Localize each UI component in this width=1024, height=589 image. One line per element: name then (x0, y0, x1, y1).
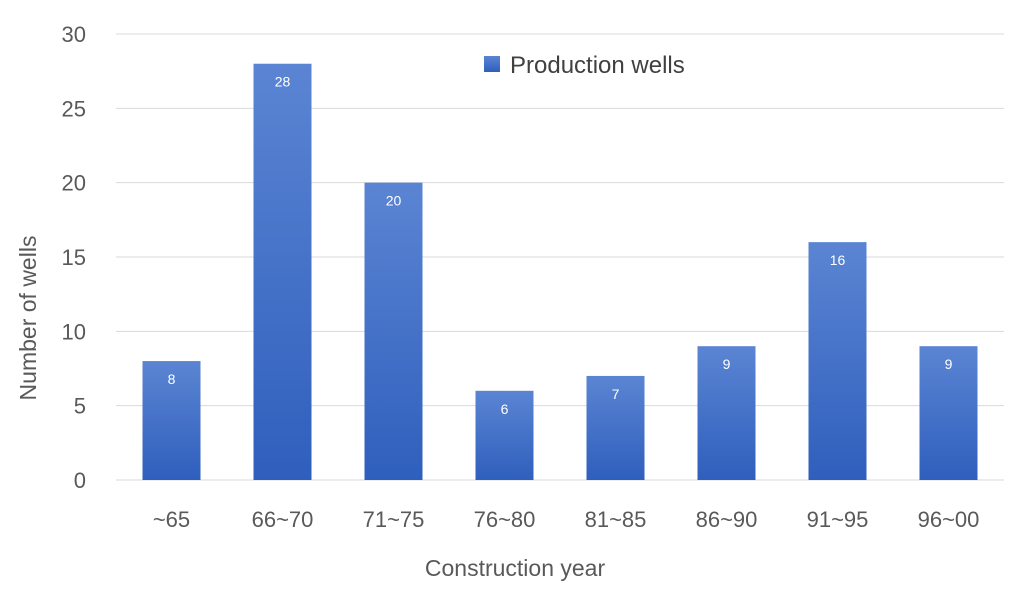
bar (586, 375, 645, 480)
data-label: 20 (386, 193, 402, 209)
data-label: 7 (612, 386, 620, 402)
y-tick-label: 15 (62, 245, 86, 270)
y-tick-label: 20 (62, 171, 86, 196)
x-tick-label: 96~00 (918, 507, 980, 532)
x-axis-title: Construction year (425, 555, 606, 581)
legend-label: Production wells (510, 52, 685, 79)
legend: Production wells (484, 52, 685, 79)
data-label: 8 (168, 371, 176, 387)
data-label: 9 (945, 356, 953, 372)
y-axis-title: Number of wells (15, 236, 41, 401)
x-tick-label: 81~85 (585, 507, 647, 532)
data-label: 28 (275, 74, 291, 90)
data-label: 16 (830, 252, 846, 268)
data-label: 6 (501, 401, 509, 417)
x-tick-label: 71~75 (363, 507, 425, 532)
bar (697, 346, 756, 480)
legend-swatch (484, 56, 500, 72)
x-tick-label: 66~70 (252, 507, 314, 532)
y-tick-label: 5 (74, 394, 86, 419)
x-axis-ticks: ~65 66~70 71~75 76~80 81~85 86~90 91~95 96~00 (153, 507, 980, 532)
bar (142, 361, 201, 480)
y-tick-label: 30 (62, 22, 86, 47)
y-tick-label: 25 (62, 96, 86, 121)
x-tick-label: 76~80 (474, 507, 536, 532)
bar (364, 182, 423, 480)
bars (142, 63, 978, 480)
data-label: 9 (723, 356, 731, 372)
bar (808, 242, 867, 480)
x-tick-label: 91~95 (807, 507, 869, 532)
gridlines (116, 33, 1004, 481)
y-axis-ticks: 0 5 10 15 20 25 30 (62, 22, 86, 493)
bar (253, 63, 312, 480)
bar (919, 346, 978, 480)
y-tick-label: 10 (62, 319, 86, 344)
bar (475, 390, 534, 480)
x-tick-label: ~65 (153, 507, 190, 532)
y-tick-label: 0 (74, 468, 86, 493)
data-labels: 8 28 20 6 7 9 16 9 (168, 74, 953, 417)
x-tick-label: 86~90 (696, 507, 758, 532)
